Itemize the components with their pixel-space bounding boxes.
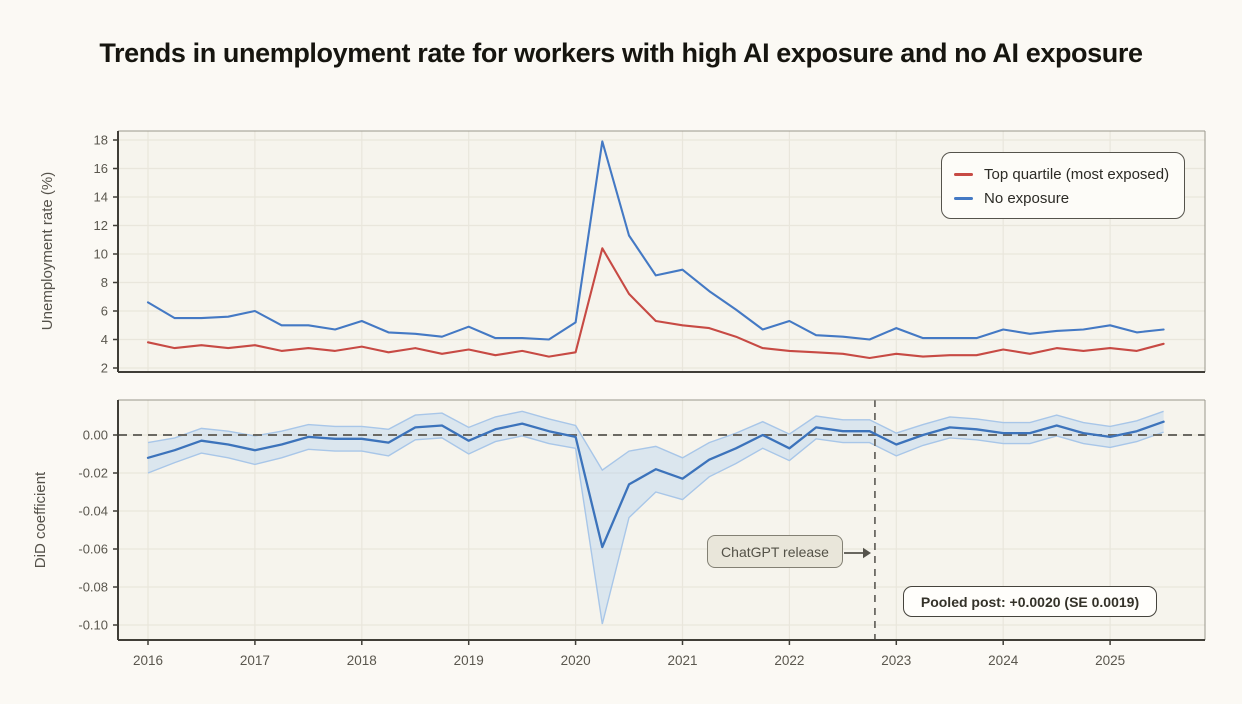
y-axis-label: Unemployment rate (%) [39,172,56,330]
chart-title: Trends in unemployment rate for workers … [99,38,1143,68]
top-quartile-line [146,247,1165,360]
x-tick-label: 2017 [240,653,270,668]
y-tick-label: 10 [94,247,108,262]
y-tick-label: 18 [94,133,108,148]
chatgpt-release-annotation: ChatGPT release [707,535,843,568]
y-tick-label: -0.10 [78,618,108,633]
band-upper-edge [147,410,1164,472]
y-axis-label: DiD coefficient [32,471,49,568]
y-tick-label: 12 [94,218,108,233]
annotation-arrow-head [863,547,871,559]
legend-item-top-quartile: Top quartile (most exposed) [954,162,1172,186]
x-tick-label: 2022 [774,653,804,668]
legend-label-no-exposure: No exposure [984,189,1070,207]
pooled-post-label: Pooled post: +0.0020 (SE 0.0019) [920,593,1140,610]
x-tick-label: 2016 [133,653,163,668]
x-tick-label: 2018 [347,653,377,668]
legend-item-no-exposure: No exposure [954,186,1172,210]
x-tick-label: 2023 [881,653,911,668]
band-lower-edge [147,431,1164,625]
legend-swatch-red [954,172,973,176]
y-tick-label: 14 [94,190,108,205]
y-tick-label: -0.06 [78,542,108,557]
y-tick-label: 16 [94,161,108,176]
y-tick-label: -0.08 [78,580,108,595]
y-tick-label: 4 [101,332,108,347]
legend-swatch-blue [954,196,973,200]
confidence-band [148,411,1164,624]
x-tick-label: 2025 [1095,653,1125,668]
y-tick-label: 8 [101,275,108,290]
bottom-panel: 0.00 -0.02 -0.04 -0.06 -0.08 -0.10 2016 2017 201… [32,399,1206,668]
legend-label-top-quartile: Top quartile (most exposed) [984,165,1170,183]
x-tick-label: 2020 [561,653,591,668]
y-tick-label: 2 [101,361,108,376]
legend: Top quartile (most exposed) No exposure [941,152,1185,219]
x-tick-label: 2019 [454,653,484,668]
no-exposure-line [146,140,1165,341]
did-coefficient-line [146,420,1165,549]
y-tick-label: 0.00 [83,428,108,443]
chatgpt-release-label: ChatGPT release [721,543,829,560]
x-tick-label: 2024 [988,653,1019,668]
pooled-post-annotation: Pooled post: +0.0020 (SE 0.0019) [903,586,1157,617]
x-tick-label: 2021 [667,653,697,668]
y-tick-label: -0.02 [78,466,108,481]
y-tick-label: -0.04 [78,504,108,519]
y-tick-label: 6 [101,304,108,319]
